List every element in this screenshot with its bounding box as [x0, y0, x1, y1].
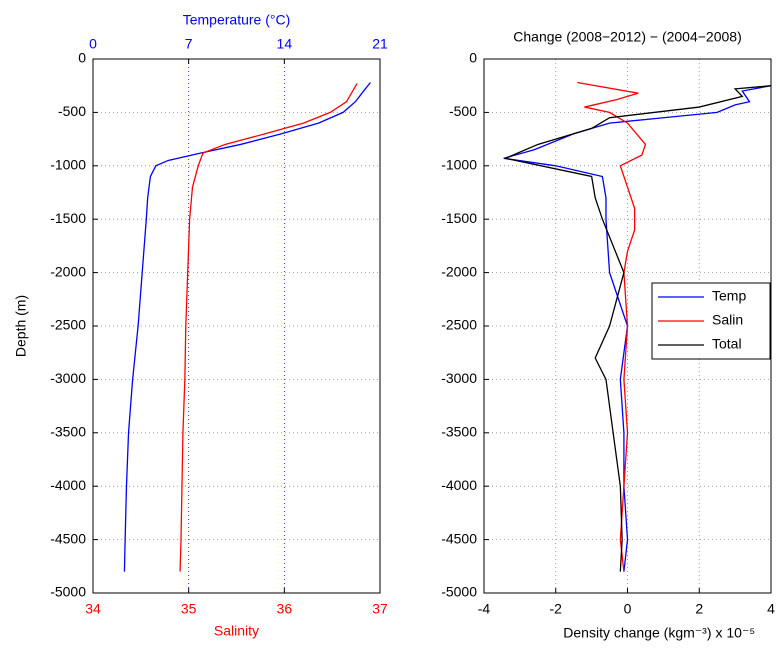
y-tick-label: -3000: [50, 370, 86, 386]
series-line: [577, 81, 647, 572]
y-tick-label: -5000: [441, 584, 477, 600]
x-tick-label: 36: [277, 601, 293, 617]
plot-frame: [92, 58, 381, 594]
series-line: [123, 82, 371, 572]
y-tick-label: -4500: [441, 530, 477, 546]
plot-frame: [483, 58, 772, 594]
x-tick-label: 34: [85, 601, 101, 617]
y-tick-label: -1500: [441, 210, 477, 226]
y-tick-label: -5000: [50, 584, 86, 600]
x2-tick-label: 7: [185, 36, 193, 52]
y-tick-label: -500: [449, 103, 477, 119]
x-tick-label: 0: [624, 601, 632, 617]
y-tick-label: -2000: [441, 263, 477, 279]
series-line: [503, 85, 772, 572]
x2-axis-label: Temperature (°C): [183, 12, 291, 28]
y-tick-label: 0: [78, 50, 86, 66]
y-tick-label: -1500: [50, 210, 86, 226]
x-tick-label: 4: [767, 601, 775, 617]
x-tick-label: 35: [181, 601, 197, 617]
x-axis-label: Salinity: [214, 623, 259, 639]
x-axis-label: Density change (kgm⁻³): [563, 625, 711, 641]
y-tick-label: -3000: [441, 370, 477, 386]
x-axis-multiplier: x 10⁻⁵: [716, 625, 756, 641]
x2-tick-label: 21: [372, 36, 388, 52]
y-tick-label: 0: [469, 50, 477, 66]
y-tick-label: -500: [58, 103, 86, 119]
y-tick-label: -2500: [441, 317, 477, 333]
y-tick-label: -4500: [50, 530, 86, 546]
x-tick-label: 37: [372, 601, 388, 617]
x2-tick-label: 0: [89, 36, 97, 52]
x-tick-label: -4: [478, 601, 491, 617]
chart-title: Change (2008−2012) − (2004−2008): [513, 29, 741, 45]
y-axis-label: Depth (m): [13, 295, 29, 357]
y-tick-label: -1000: [50, 157, 86, 173]
y-tick-label: -2000: [50, 263, 86, 279]
series-line: [503, 85, 772, 572]
y-tick-label: -4000: [441, 477, 477, 493]
y-tick-label: -3500: [50, 424, 86, 440]
legend-label: Salin: [712, 312, 743, 328]
legend-label: Total: [712, 336, 742, 352]
y-tick-label: -2500: [50, 317, 86, 333]
x2-tick-label: 14: [277, 36, 293, 52]
legend-label: Temp: [712, 288, 746, 304]
x-tick-label: 2: [695, 601, 703, 617]
x-tick-label: -2: [550, 601, 563, 617]
series-line: [179, 83, 358, 572]
y-tick-label: -4000: [50, 477, 86, 493]
y-tick-label: -1000: [441, 157, 477, 173]
y-tick-label: -3500: [441, 424, 477, 440]
